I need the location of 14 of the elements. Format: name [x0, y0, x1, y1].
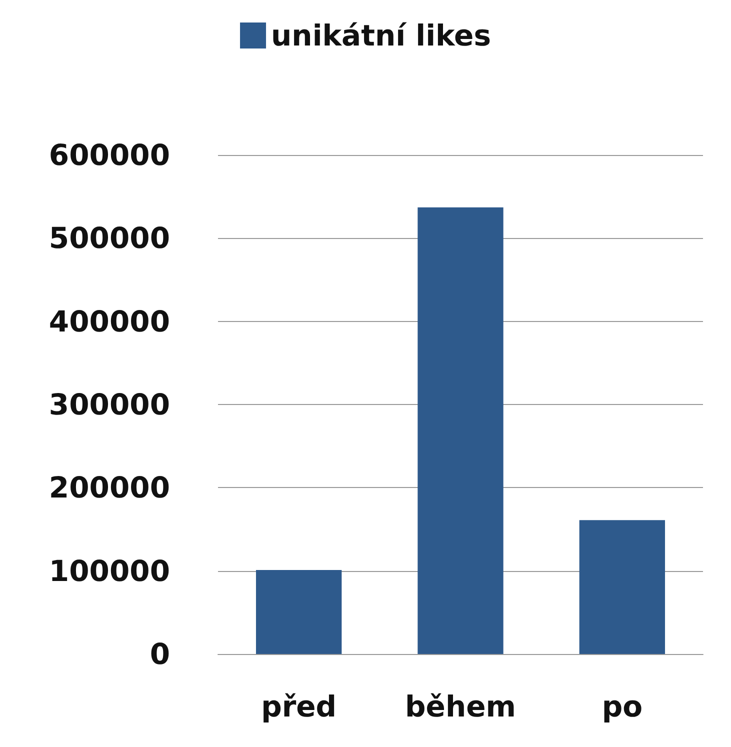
y-tick-label: 500000	[48, 221, 170, 256]
bar	[579, 520, 666, 654]
legend-label: unikátní likes	[271, 18, 491, 52]
y-tick-label: 0	[150, 637, 170, 671]
y-tick-label: 300000	[48, 388, 170, 422]
bar	[418, 207, 504, 654]
x-tick-label: během	[405, 690, 516, 724]
y-tick-label: 400000	[48, 304, 170, 338]
y-tick-label: 200000	[48, 470, 170, 505]
x-tick-label: po	[602, 690, 643, 724]
y-tick-label: 100000	[48, 554, 170, 588]
x-tick-label: před	[261, 690, 337, 724]
bar	[256, 570, 342, 654]
y-tick-label: 600000	[48, 138, 170, 172]
